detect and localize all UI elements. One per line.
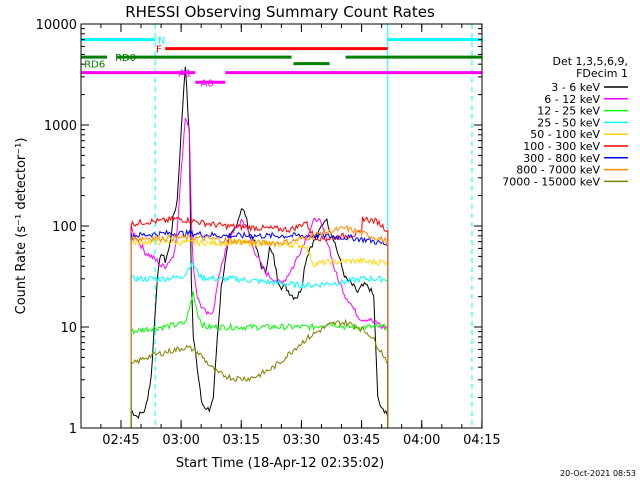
- y-tick-label: 1000: [44, 119, 77, 134]
- state-label-a1: A1: [178, 69, 191, 80]
- legend-label-7000-15000-kev: 7000 - 15000 keV: [502, 175, 600, 188]
- state-label-f: F: [156, 45, 162, 56]
- legend-label-50-100-kev: 50 - 100 keV: [530, 128, 600, 141]
- y-tick-label: 1: [69, 422, 77, 437]
- y-tick-label: 10000: [36, 18, 77, 33]
- footer-timestamp: 20-Oct-2021 08:53: [560, 469, 636, 478]
- series-3-6-kev: [130, 66, 389, 428]
- x-tick-label: 03:00: [162, 433, 199, 448]
- x-tick-label: 03:30: [283, 433, 320, 448]
- x-axis-label: Start Time (18-Apr-12 02:35:02): [176, 456, 384, 471]
- x-tick-label: 03:45: [343, 433, 380, 448]
- series-800-7000-kev: [130, 224, 389, 428]
- legend-label-3-6-kev: 3 - 6 keV: [551, 81, 600, 94]
- legend-header-line-1: Det 1,3,5,6,9,: [552, 55, 628, 68]
- series-12-25-kev: [130, 291, 389, 428]
- x-tick-label: 02:45: [102, 433, 139, 448]
- plot-area: [81, 24, 482, 428]
- legend-label-6-12-kev: 6 - 12 keV: [544, 93, 600, 106]
- y-tick-label: 100: [52, 220, 77, 235]
- legend-label-300-800-kev: 300 - 800 keV: [523, 152, 600, 165]
- y-tick-label: 10: [60, 321, 77, 336]
- legend-label-800-7000-kev: 800 - 7000 keV: [516, 164, 600, 177]
- series-7000-15000-kev: [130, 318, 389, 428]
- x-tick-label: 04:15: [463, 433, 500, 448]
- state-label-rd6: RD6: [84, 60, 105, 71]
- state-label-n: N: [158, 36, 165, 47]
- series-100-300-kev: [130, 215, 389, 428]
- series-300-800-kev: [130, 228, 389, 428]
- legend-label-25-50-kev: 25 - 50 keV: [537, 116, 600, 129]
- series-6-12-kev: [130, 117, 389, 428]
- x-tick-label: 04:00: [403, 433, 440, 448]
- legend-label-12-25-kev: 12 - 25 keV: [537, 105, 600, 118]
- state-label-rd0: RD0: [115, 53, 136, 64]
- y-axis-label: Count Rate (s⁻¹ detector⁻¹): [14, 138, 29, 315]
- legend-label-100-300-kev: 100 - 300 keV: [523, 140, 600, 153]
- legend-header-line-2: FDecim 1: [576, 67, 628, 80]
- x-tick-label: 03:15: [223, 433, 260, 448]
- series-25-50-kev: [130, 260, 389, 428]
- chart-title: RHESSI Observing Summary Count Rates: [125, 3, 435, 21]
- state-label-a0: A0: [200, 78, 213, 89]
- series-50-100-kev: [130, 238, 389, 428]
